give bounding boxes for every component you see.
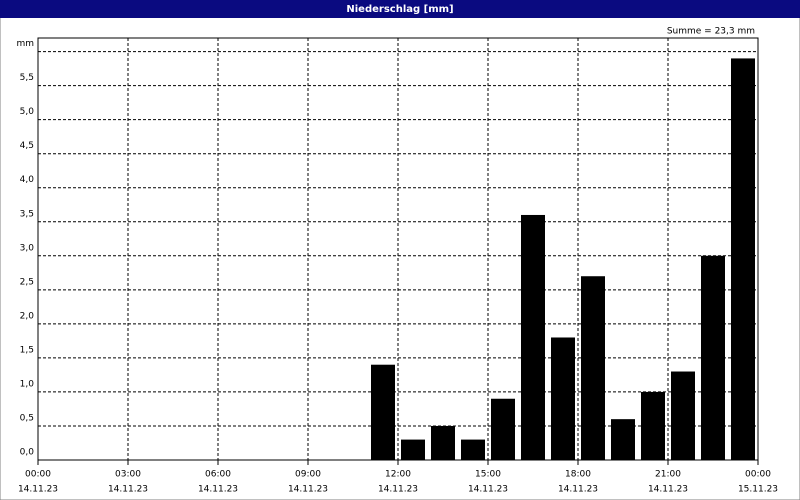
- y-tick-label: 5,0: [20, 107, 35, 117]
- bar: [551, 337, 575, 460]
- bar: [641, 391, 665, 460]
- sum-annotation: Summe = 23,3 mm: [667, 27, 755, 37]
- x-tick-label: 09:00: [295, 470, 321, 480]
- x-tick-date: 15.11.23: [738, 485, 778, 495]
- y-tick-label: 2,5: [20, 277, 34, 287]
- x-tick-date: 14.11.23: [198, 485, 238, 495]
- y-tick-label: 3,5: [20, 209, 34, 219]
- bar: [461, 439, 485, 460]
- bar: [521, 214, 545, 460]
- bar: [731, 58, 755, 461]
- x-tick-label: 18:00: [565, 470, 591, 480]
- plot-frame: [37, 37, 759, 461]
- x-tick-date: 14.11.23: [18, 485, 58, 495]
- x-tick-label: 12:00: [385, 470, 411, 480]
- y-tick-label: mm: [16, 39, 34, 49]
- bar: [671, 371, 695, 460]
- bar: [611, 419, 635, 460]
- y-tick-label: 4,0: [20, 175, 35, 185]
- x-tick-label: 03:00: [115, 470, 141, 480]
- bar: [431, 425, 455, 460]
- x-tick-date: 14.11.23: [558, 485, 598, 495]
- x-tick-date: 14.11.23: [648, 485, 688, 495]
- x-tick-date: 14.11.23: [108, 485, 148, 495]
- x-tick-label: 15:00: [475, 470, 501, 480]
- bar: [491, 398, 515, 460]
- y-tick-label: 3,0: [20, 243, 35, 253]
- y-tick-label: 1,5: [20, 345, 34, 355]
- x-tick-label: 00:00: [745, 470, 771, 480]
- y-tick-label: 0,5: [20, 413, 34, 423]
- bar: [581, 276, 605, 460]
- x-tick-label: 00:00: [25, 470, 51, 480]
- x-tick-label: 21:00: [655, 470, 681, 480]
- bar: [701, 255, 725, 460]
- x-tick-label: 06:00: [205, 470, 231, 480]
- y-tick-label: 4,5: [20, 141, 34, 151]
- bar: [371, 364, 395, 460]
- y-tick-label: 2,0: [20, 311, 35, 321]
- x-tick-date: 14.11.23: [378, 485, 418, 495]
- y-tick-label: 0,0: [20, 448, 35, 458]
- bar: [401, 439, 425, 460]
- y-tick-label: 5,5: [20, 73, 34, 83]
- x-tick-date: 14.11.23: [468, 485, 508, 495]
- title-bar: [0, 0, 800, 18]
- y-tick-label: 1,0: [20, 379, 35, 389]
- x-tick-date: 14.11.23: [288, 485, 328, 495]
- chart-title: Niederschlag [mm]: [346, 4, 453, 15]
